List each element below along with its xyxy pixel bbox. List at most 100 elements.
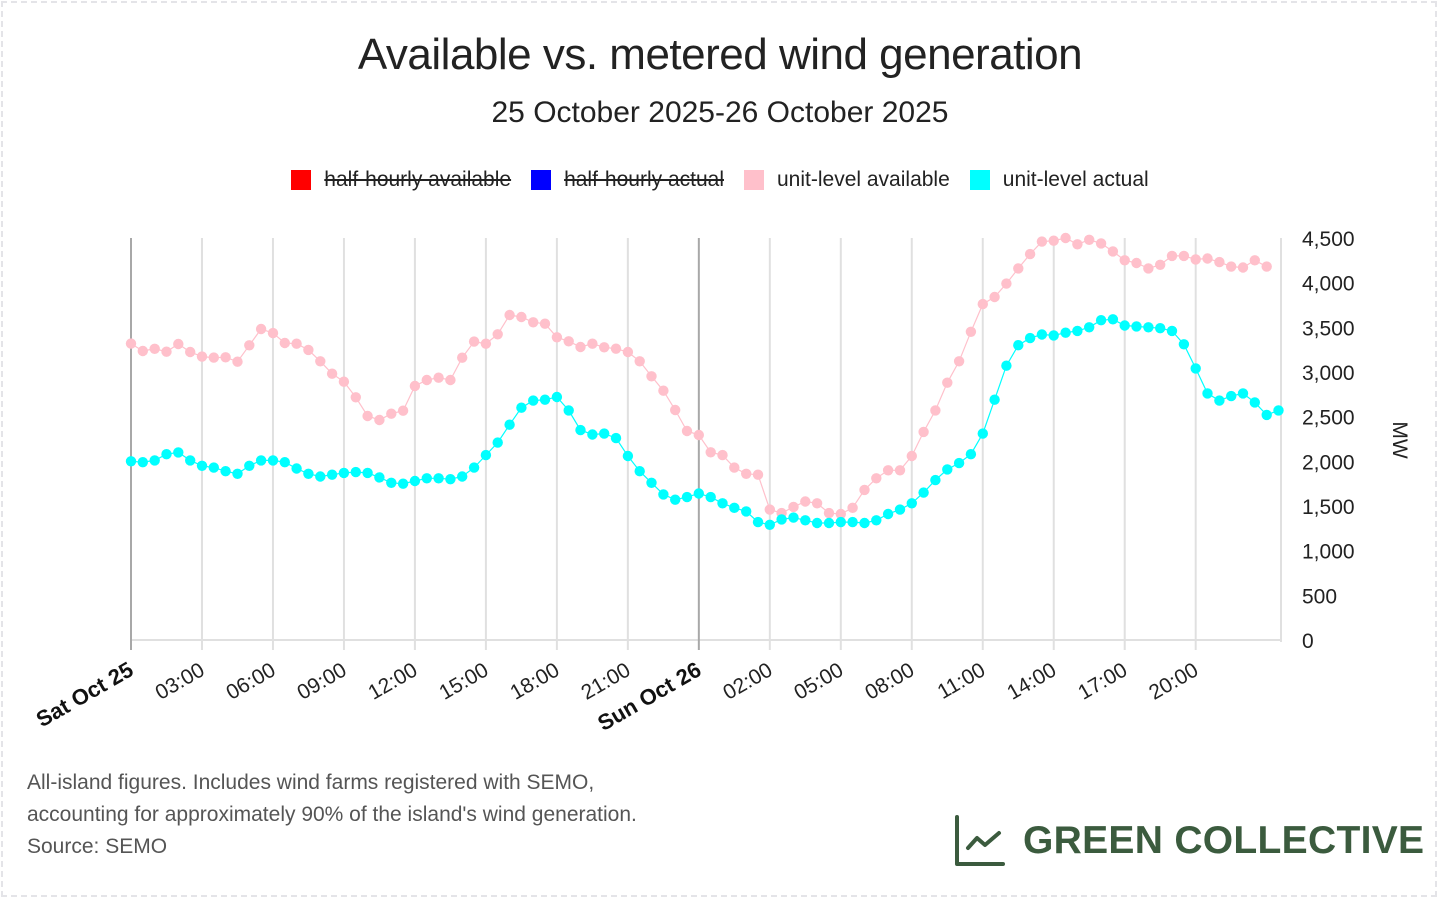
y-axis: 0 500 1,000 1,500 2,000 2,500 3,000 3,500 4,000 4…	[1302, 228, 1355, 653]
data-point	[1143, 322, 1154, 333]
y-tick-label: 1,000	[1302, 541, 1355, 564]
data-point	[705, 447, 716, 458]
data-point	[433, 473, 444, 484]
data-point	[658, 489, 669, 500]
y-tick-label: 500	[1302, 585, 1337, 608]
footnote: All-island figures. Includes wind farms …	[27, 767, 637, 863]
data-point	[539, 318, 551, 329]
data-point	[563, 405, 574, 416]
data-point	[965, 326, 977, 337]
data-point	[823, 507, 835, 519]
grid	[130, 238, 1282, 650]
data-point	[965, 449, 977, 460]
data-point	[717, 449, 728, 461]
data-point	[409, 475, 421, 487]
x-tick-label: 18:00	[506, 658, 563, 704]
x-tick-label: 02:00	[719, 658, 776, 704]
data-point	[989, 291, 1000, 303]
data-point	[551, 332, 563, 343]
data-point	[693, 488, 704, 499]
data-point	[646, 371, 657, 382]
data-point	[516, 311, 527, 323]
data-point	[622, 346, 634, 358]
data-point	[681, 491, 693, 503]
legend-swatch	[744, 170, 764, 190]
legend-label: half-hourly available	[324, 168, 512, 191]
line-chart-icon	[955, 815, 1005, 866]
data-point	[1261, 261, 1272, 272]
x-tick-label: 14:00	[1003, 658, 1060, 704]
data-point	[752, 469, 764, 480]
x-tick-label: 12:00	[364, 658, 421, 704]
data-point	[977, 428, 988, 439]
y-axis-title: MW	[1388, 421, 1411, 458]
data-point	[752, 516, 764, 528]
data-point	[232, 356, 243, 367]
data-point	[681, 425, 693, 437]
data-point	[977, 298, 988, 310]
data-point	[847, 502, 858, 513]
data-point	[906, 450, 917, 462]
data-point	[208, 462, 219, 473]
data-point	[244, 460, 255, 471]
data-point	[255, 323, 267, 335]
data-point	[1237, 388, 1249, 399]
legend-item-unit-level-actual[interactable]: unit-level actual	[969, 168, 1149, 192]
data-point	[599, 428, 610, 439]
data-point	[764, 504, 775, 515]
data-point	[185, 455, 196, 466]
legend-item-unit-level-available[interactable]: unit-level available	[744, 168, 950, 192]
data-point	[1202, 388, 1213, 399]
data-point	[1155, 259, 1166, 270]
data-point	[338, 467, 350, 479]
data-point	[421, 473, 432, 484]
data-point	[445, 474, 456, 485]
data-point	[208, 352, 219, 363]
data-point	[244, 340, 255, 351]
data-point	[409, 380, 421, 392]
data-point	[788, 501, 799, 513]
legend-item-half-hourly-available[interactable]: half-hourly available	[291, 168, 511, 192]
data-point	[1024, 332, 1036, 344]
data-point	[658, 385, 669, 396]
data-point	[315, 356, 326, 367]
data-point	[1072, 325, 1083, 337]
data-point	[1024, 248, 1036, 260]
data-point	[1119, 255, 1130, 266]
data-point	[161, 449, 172, 460]
chart-title: Available vs. metered wind generation	[357, 30, 1083, 79]
data-point	[551, 391, 563, 403]
x-tick-label: 05:00	[790, 658, 847, 704]
data-point	[232, 468, 243, 479]
data-point	[1190, 363, 1201, 374]
data-point	[1060, 327, 1071, 338]
legend-swatch	[969, 170, 990, 190]
data-point	[800, 515, 811, 526]
data-point	[871, 473, 882, 484]
data-point	[480, 449, 492, 461]
data-point	[575, 341, 586, 353]
data-point	[811, 498, 823, 509]
data-point	[835, 508, 846, 520]
data-point	[374, 472, 385, 483]
data-point	[196, 351, 208, 362]
y-tick-label: 4,500	[1302, 228, 1355, 251]
data-point	[942, 464, 953, 475]
data-point	[610, 343, 622, 354]
data-point	[504, 309, 515, 321]
data-point	[1202, 253, 1213, 264]
legend-item-half-hourly-actual[interactable]: half-hourly actual	[531, 168, 724, 192]
data-point	[670, 494, 681, 505]
data-point	[303, 468, 314, 479]
data-point	[882, 465, 894, 476]
logo[interactable]: GREEN COLLECTIVE	[953, 814, 1424, 868]
data-point	[1237, 262, 1249, 273]
data-point	[906, 498, 917, 509]
data-point	[670, 404, 681, 416]
data-point	[1273, 405, 1284, 416]
x-tick-label: 20:00	[1145, 658, 1202, 704]
data-point	[1036, 329, 1048, 340]
y-tick-label: 3,500	[1302, 317, 1355, 340]
data-point	[196, 460, 208, 471]
